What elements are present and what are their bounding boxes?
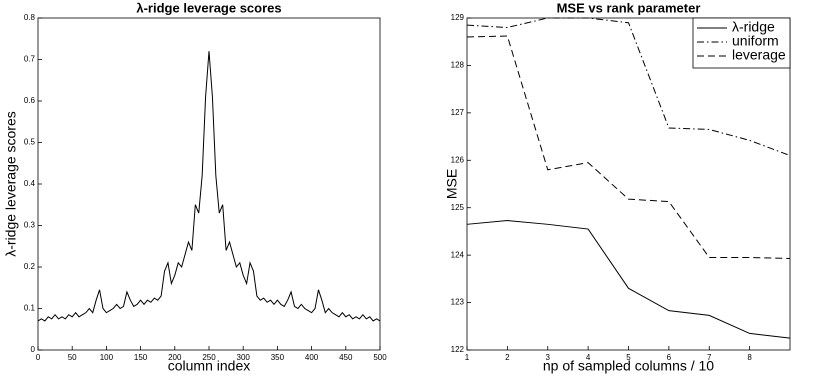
x-tick-label: 400 — [305, 353, 319, 362]
data-line — [37, 51, 381, 322]
y-tick-label: 129 — [451, 13, 465, 22]
x-tick-label: 100 — [100, 353, 114, 362]
plot-frame — [37, 17, 381, 351]
y-tick-label: 126 — [451, 155, 465, 164]
y-axis-label: λ-ridge leverage scores — [3, 111, 19, 257]
x-tick-label: 3 — [546, 353, 551, 362]
x-tick-label: 4 — [586, 353, 591, 362]
x-tick-label: 5 — [626, 353, 631, 362]
data-line — [466, 17, 791, 157]
legend-label: uniform — [732, 33, 779, 49]
x-axis-label: np of sampled columns / 10 — [543, 358, 714, 374]
y-tick-label: 0 — [31, 345, 36, 354]
y-tick-label: 122 — [451, 345, 465, 354]
x-tick-label: 6 — [667, 353, 672, 362]
x-tick-label: 450 — [339, 353, 353, 362]
x-tick-label: 250 — [202, 353, 216, 362]
x-tick-label: 0 — [36, 353, 41, 362]
x-axis-label: column index — [168, 358, 251, 374]
y-tick-label: 0.6 — [24, 96, 36, 105]
x-tick-label: 150 — [134, 353, 148, 362]
y-tick-label: 0.8 — [24, 13, 36, 22]
x-tick-label: 300 — [237, 353, 251, 362]
y-tick-label: 0.3 — [24, 221, 36, 230]
x-tick-label: 8 — [747, 353, 752, 362]
chart-title: MSE vs rank parameter — [557, 0, 701, 15]
y-tick-label: 0.7 — [24, 55, 36, 64]
y-tick-label: 127 — [451, 108, 465, 117]
x-tick-label: 2 — [505, 353, 510, 362]
legend-box — [692, 17, 791, 69]
data-line — [466, 220, 791, 339]
x-tick-label: 1 — [465, 353, 470, 362]
data-line — [466, 35, 791, 259]
legend-label: leverage — [732, 47, 786, 63]
x-tick-label: 350 — [271, 353, 285, 362]
y-tick-label: 128 — [451, 61, 465, 70]
y-tick-label: 0.4 — [24, 179, 36, 188]
x-tick-label: 50 — [68, 353, 77, 362]
x-tick-label: 200 — [168, 353, 182, 362]
y-tick-label: 0.5 — [24, 138, 36, 147]
legend-label: λ-ridge — [732, 19, 775, 35]
chart-title: λ-ridge leverage scores — [136, 0, 281, 15]
x-tick-label: 7 — [707, 353, 712, 362]
y-tick-label: 0.2 — [24, 262, 36, 271]
x-tick-label: 500 — [373, 353, 387, 362]
y-tick-label: 123 — [451, 298, 465, 307]
y-tick-label: 124 — [451, 250, 465, 259]
y-axis-label: MSE — [444, 169, 460, 199]
y-tick-label: 0.1 — [24, 304, 36, 313]
y-tick-label: 125 — [451, 203, 465, 212]
